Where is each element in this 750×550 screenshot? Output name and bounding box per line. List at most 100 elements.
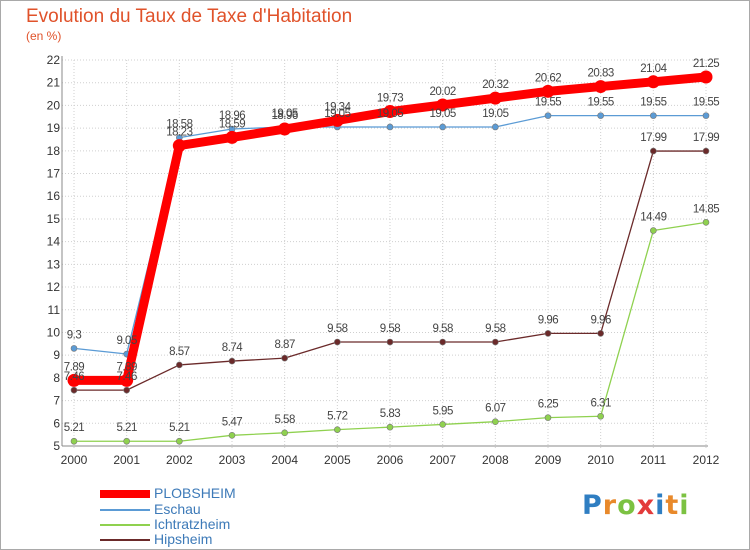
data-label: 5.21: [169, 422, 189, 434]
data-point: [597, 330, 604, 337]
data-label: 5.58: [274, 414, 294, 426]
data-label: 19.05: [324, 108, 350, 120]
y-tick-label: 22: [47, 53, 61, 67]
x-tick-label: 2012: [693, 453, 720, 467]
data-point: [544, 414, 552, 421]
data-label: 19.55: [693, 97, 719, 109]
data-label: 14.85: [693, 203, 719, 215]
data-label: 20.32: [482, 79, 508, 91]
y-tick-label: 12: [47, 280, 61, 294]
data-label: 20.02: [430, 86, 456, 98]
data-point: [70, 386, 78, 394]
axes: 5 6 7 8 9 10 11 12 13 14 15 16 17 18 19 20 21 22 2000 2001 2…: [47, 53, 720, 467]
data-label: 6.31: [590, 397, 610, 409]
y-tick-label: 5: [53, 439, 60, 453]
y-tick-label: 9: [53, 348, 60, 362]
y-tick-label: 18: [47, 144, 61, 158]
data-point: [383, 105, 397, 119]
y-tick-label: 13: [47, 257, 61, 271]
data-point: [439, 421, 446, 428]
y-tick-label: 19: [47, 121, 61, 135]
data-label: 8.74: [222, 342, 243, 354]
data-point: [702, 147, 710, 155]
legend-swatch: [100, 524, 150, 526]
data-label: 21.25: [693, 58, 719, 70]
data-point: [492, 338, 499, 346]
data-label: 19.05: [482, 108, 508, 120]
data-label: 17.99: [640, 132, 666, 144]
y-tick-label: 20: [47, 98, 61, 112]
data-point: [176, 437, 183, 445]
x-tick-label: 2005: [324, 453, 351, 467]
data-label: 8.57: [169, 346, 189, 358]
data-point: [120, 373, 134, 387]
data-label: 18.96: [219, 110, 245, 122]
y-tick-label: 11: [48, 303, 61, 317]
data-point: [594, 80, 608, 94]
data-point: [334, 426, 341, 433]
legend-swatch: [100, 490, 150, 498]
data-label: 19.73: [377, 93, 403, 105]
data-point: [386, 423, 394, 431]
y-tick-label: 17: [47, 167, 61, 181]
unit-label: (en %): [26, 29, 62, 43]
data-label: 14.49: [640, 212, 666, 224]
data-label: 20.83: [588, 68, 614, 80]
data-point: [67, 373, 81, 387]
data-point: [439, 123, 446, 131]
chart-title: Evolution du Taux de Taxe d'Habitation: [26, 6, 353, 27]
data-label: 5.47: [222, 416, 242, 428]
data-point: [702, 219, 710, 226]
data-point: [386, 338, 394, 346]
y-tick-label: 14: [47, 235, 61, 249]
legend-swatch: [100, 539, 150, 541]
x-tick-label: 2003: [219, 453, 246, 467]
data-point: [544, 330, 552, 337]
series-layer: [67, 70, 713, 445]
data-label: 18.59: [219, 118, 245, 130]
data-point: [228, 432, 236, 439]
data-point: [278, 122, 292, 136]
data-label: 5.83: [380, 408, 400, 420]
y-tick-label: 6: [53, 416, 60, 430]
x-tick-label: 2001: [113, 453, 140, 467]
data-label: 5.72: [327, 411, 347, 423]
data-label: 9.58: [485, 323, 505, 335]
data-point: [699, 70, 713, 84]
data-label: 7.46: [64, 371, 84, 383]
data-point: [281, 354, 288, 362]
data-label: 9.96: [538, 314, 558, 326]
data-point: [646, 75, 660, 89]
data-label: 5.21: [64, 422, 84, 434]
legend-label: PLOBSHEIM: [154, 485, 236, 501]
grid: [62, 59, 708, 450]
y-tick-label: 15: [47, 212, 61, 226]
data-label: 6.25: [538, 399, 558, 411]
data-point: [544, 112, 552, 119]
data-point: [492, 123, 499, 131]
data-label: 19.55: [588, 97, 614, 109]
data-labels: 7.89 7.8918.2318.5918.9619.3419.7320.0220…: [64, 58, 720, 434]
data-point: [123, 386, 130, 394]
data-point: [386, 123, 394, 131]
data-label: 21.04: [640, 63, 667, 75]
legend-label: Eschau: [154, 501, 201, 517]
data-label: 19.34: [324, 101, 351, 113]
data-label: 18.58: [166, 119, 192, 131]
y-tick-label: 7: [53, 394, 60, 408]
data-point: [172, 139, 186, 153]
data-point: [176, 361, 183, 369]
legend-label: Hipsheim: [154, 531, 213, 547]
data-point: [492, 418, 499, 426]
x-tick-label: 2006: [377, 453, 404, 467]
legend-swatch: [100, 509, 150, 511]
data-point: [228, 357, 236, 365]
data-label: 20.62: [535, 72, 561, 84]
data-label: 9.05: [116, 335, 136, 347]
y-tick-label: 10: [47, 325, 61, 339]
data-label: 17.99: [693, 132, 719, 144]
y-tick-label: 16: [47, 189, 61, 203]
legend-label: Ichtratzheim: [154, 516, 231, 532]
data-point: [436, 98, 450, 112]
data-point: [488, 91, 502, 105]
